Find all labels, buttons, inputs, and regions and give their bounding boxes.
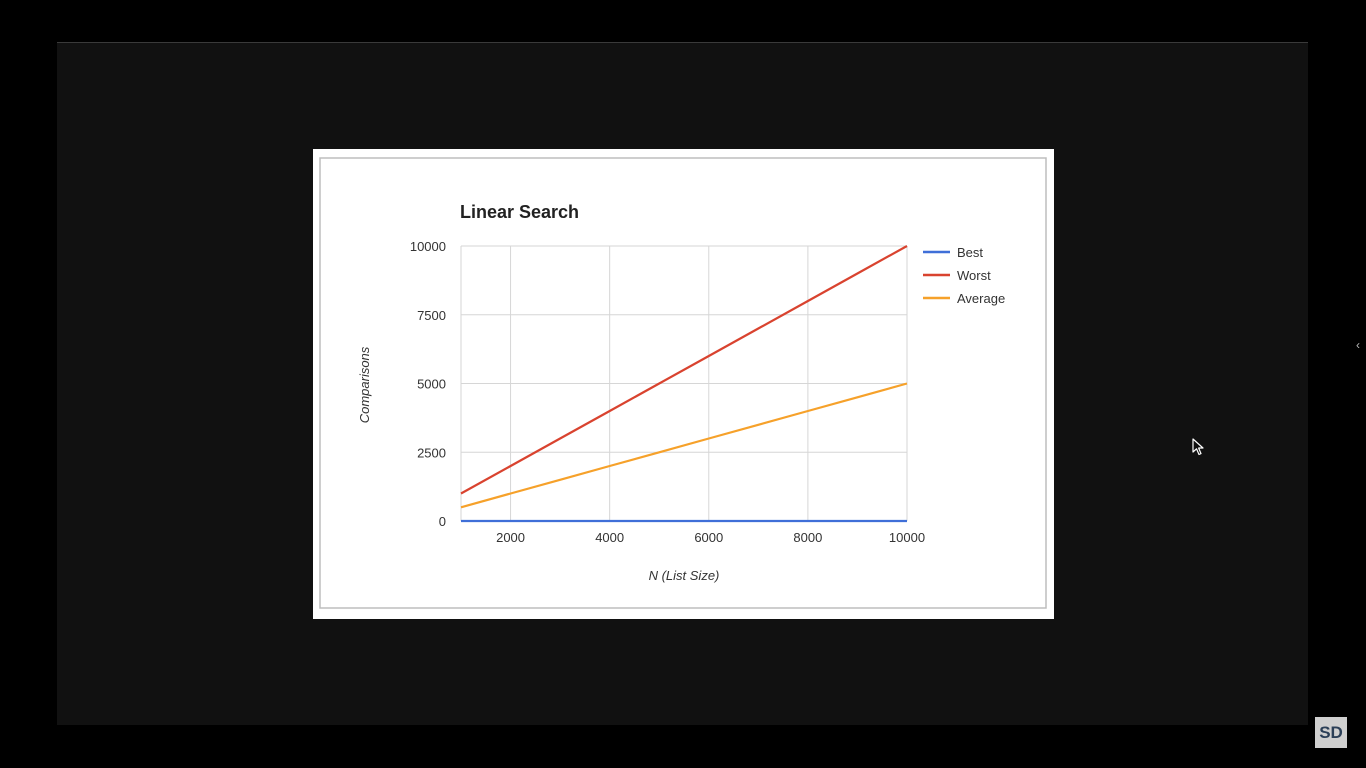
y-tick-label: 0 <box>439 514 446 529</box>
x-tick-label: 8000 <box>793 530 822 545</box>
chevron-left-icon[interactable]: ‹ <box>1356 338 1360 352</box>
line-chart: Linear Search 0 2500 5000 7500 10000 2000 400… <box>319 157 1047 609</box>
series-lines <box>460 245 908 523</box>
legend-label-worst: Worst <box>957 268 991 283</box>
x-tick-label: 4000 <box>595 530 624 545</box>
legend-label-average: Average <box>957 291 1005 306</box>
y-tick-label: 10000 <box>410 239 446 254</box>
x-tick-label: 2000 <box>496 530 525 545</box>
x-axis-label: N (List Size) <box>649 568 720 583</box>
x-axis-ticks: 2000 4000 6000 8000 10000 <box>496 530 925 545</box>
series-line-worst <box>460 245 908 495</box>
series-line-average <box>460 382 908 509</box>
y-tick-label: 5000 <box>417 377 446 392</box>
y-tick-label: 2500 <box>417 445 446 460</box>
mouse-pointer-icon <box>1192 438 1204 456</box>
chart-slide: Linear Search 0 2500 5000 7500 10000 2000 400… <box>313 149 1054 619</box>
x-tick-label: 6000 <box>694 530 723 545</box>
x-tick-label: 10000 <box>889 530 925 545</box>
channel-logo-badge: SD <box>1315 717 1347 748</box>
y-axis-label: Comparisons <box>357 346 372 423</box>
y-axis-ticks: 0 2500 5000 7500 10000 <box>410 239 446 529</box>
y-tick-label: 7500 <box>417 308 446 323</box>
grid <box>460 245 908 522</box>
legend-label-best: Best <box>957 245 983 260</box>
legend: Best Worst Average <box>923 245 1005 306</box>
chart-title: Linear Search <box>460 202 579 222</box>
